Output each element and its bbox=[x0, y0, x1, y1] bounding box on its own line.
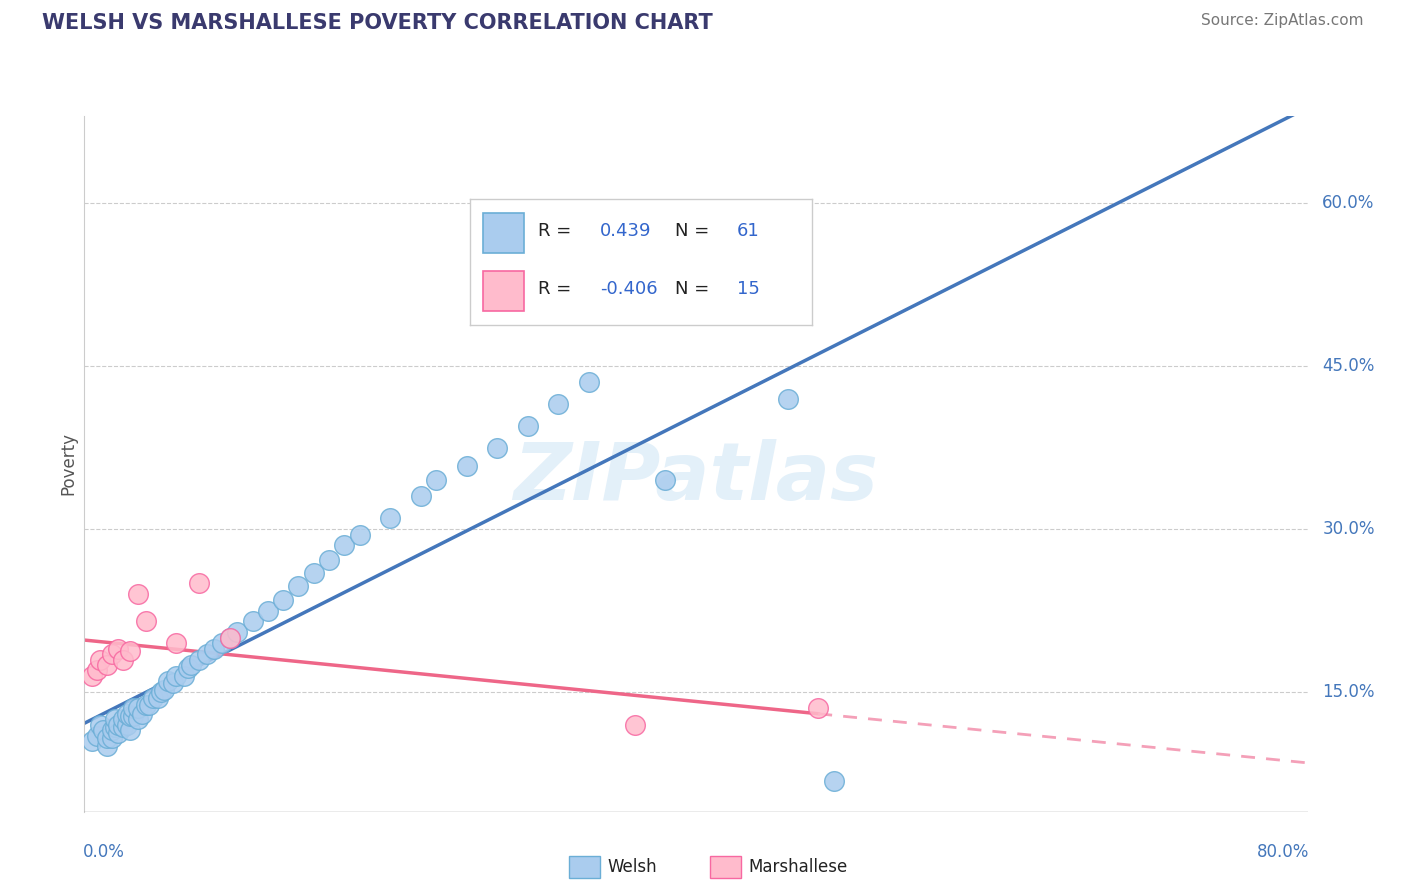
Text: 45.0%: 45.0% bbox=[1322, 357, 1375, 375]
Point bbox=[107, 641, 129, 656]
Text: -0.406: -0.406 bbox=[600, 280, 658, 298]
Point bbox=[89, 717, 111, 731]
Point bbox=[180, 657, 202, 672]
Point bbox=[173, 669, 195, 683]
Point bbox=[302, 566, 325, 580]
Point bbox=[823, 774, 845, 789]
Point bbox=[578, 376, 600, 390]
Point bbox=[456, 458, 478, 473]
Point bbox=[287, 579, 309, 593]
Point bbox=[138, 698, 160, 713]
Point bbox=[165, 669, 187, 683]
Point bbox=[425, 473, 447, 487]
Text: WELSH VS MARSHALLESE POVERTY CORRELATION CHART: WELSH VS MARSHALLESE POVERTY CORRELATION… bbox=[42, 13, 713, 33]
Point bbox=[127, 712, 149, 726]
Point bbox=[111, 720, 134, 734]
Point bbox=[226, 625, 249, 640]
Point bbox=[142, 690, 165, 705]
Point bbox=[101, 647, 124, 661]
Text: 30.0%: 30.0% bbox=[1322, 520, 1375, 538]
Text: R =: R = bbox=[538, 280, 571, 298]
Point bbox=[380, 511, 402, 525]
Y-axis label: Poverty: Poverty bbox=[59, 433, 77, 495]
Point bbox=[107, 726, 129, 740]
Point bbox=[188, 652, 211, 666]
Point bbox=[86, 664, 108, 678]
Point bbox=[111, 652, 134, 666]
Point bbox=[349, 527, 371, 541]
Point bbox=[122, 709, 145, 723]
Text: 0.439: 0.439 bbox=[600, 222, 651, 240]
Point bbox=[516, 418, 538, 433]
Point bbox=[120, 644, 142, 658]
Text: 61: 61 bbox=[737, 222, 759, 240]
Point bbox=[146, 690, 169, 705]
Point bbox=[257, 604, 280, 618]
Point bbox=[89, 652, 111, 666]
Text: 60.0%: 60.0% bbox=[1322, 194, 1375, 212]
Text: 15.0%: 15.0% bbox=[1322, 683, 1375, 701]
Point bbox=[211, 636, 233, 650]
Point bbox=[716, 239, 738, 253]
Text: N =: N = bbox=[675, 222, 710, 240]
Point bbox=[80, 734, 103, 748]
Point bbox=[91, 723, 114, 738]
Point bbox=[188, 576, 211, 591]
Point bbox=[101, 731, 124, 745]
Point bbox=[202, 641, 225, 656]
Point bbox=[165, 636, 187, 650]
Point bbox=[127, 701, 149, 715]
Point bbox=[547, 397, 569, 411]
Point bbox=[86, 729, 108, 743]
Point bbox=[807, 701, 830, 715]
Point bbox=[271, 592, 294, 607]
Point bbox=[242, 615, 264, 629]
Point bbox=[104, 720, 127, 734]
Point bbox=[131, 706, 153, 721]
FancyBboxPatch shape bbox=[484, 213, 524, 253]
Point bbox=[120, 709, 142, 723]
Point bbox=[624, 717, 647, 731]
Point bbox=[104, 712, 127, 726]
Point bbox=[115, 706, 138, 721]
Text: ZIPatlas: ZIPatlas bbox=[513, 439, 879, 516]
Point bbox=[96, 731, 118, 745]
Text: 80.0%: 80.0% bbox=[1257, 843, 1309, 861]
FancyBboxPatch shape bbox=[484, 271, 524, 311]
Point bbox=[127, 587, 149, 601]
Point bbox=[409, 490, 432, 504]
Point bbox=[218, 631, 240, 645]
Point bbox=[135, 615, 157, 629]
Point bbox=[162, 676, 184, 690]
Point bbox=[195, 647, 218, 661]
Point bbox=[122, 701, 145, 715]
Point bbox=[120, 723, 142, 738]
Point bbox=[218, 631, 240, 645]
Text: N =: N = bbox=[675, 280, 710, 298]
Point bbox=[776, 392, 799, 406]
Point bbox=[115, 717, 138, 731]
Point bbox=[135, 698, 157, 713]
Point bbox=[149, 685, 172, 699]
Point bbox=[80, 669, 103, 683]
Point bbox=[96, 739, 118, 754]
Point bbox=[177, 661, 200, 675]
Point bbox=[654, 473, 676, 487]
Point bbox=[111, 712, 134, 726]
Point bbox=[96, 657, 118, 672]
Point bbox=[333, 538, 356, 552]
Point bbox=[153, 683, 176, 698]
Point bbox=[486, 441, 509, 455]
Point bbox=[318, 552, 340, 566]
Text: 15: 15 bbox=[737, 280, 759, 298]
Point bbox=[101, 723, 124, 738]
Point bbox=[157, 674, 180, 689]
Point bbox=[107, 717, 129, 731]
Text: Source: ZipAtlas.com: Source: ZipAtlas.com bbox=[1201, 13, 1364, 29]
Text: Marshallese: Marshallese bbox=[748, 858, 848, 876]
Text: R =: R = bbox=[538, 222, 571, 240]
Text: 0.0%: 0.0% bbox=[83, 843, 125, 861]
Text: Welsh: Welsh bbox=[607, 858, 657, 876]
